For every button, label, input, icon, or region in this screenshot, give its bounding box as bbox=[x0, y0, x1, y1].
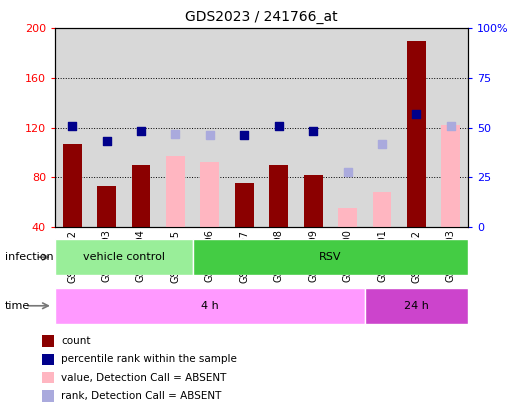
Bar bbox=[55, 239, 192, 275]
Point bbox=[344, 169, 352, 175]
Text: percentile rank within the sample: percentile rank within the sample bbox=[61, 354, 237, 364]
Point bbox=[309, 128, 317, 134]
Text: count: count bbox=[61, 336, 90, 346]
Bar bbox=[63, 144, 82, 227]
Bar bbox=[304, 175, 323, 227]
Bar bbox=[42, 390, 54, 402]
Bar bbox=[372, 192, 392, 227]
Point bbox=[206, 132, 214, 138]
Bar bbox=[192, 239, 468, 275]
Bar bbox=[55, 288, 365, 324]
Point bbox=[103, 138, 111, 145]
Point bbox=[378, 141, 386, 147]
Bar bbox=[407, 41, 426, 227]
Point bbox=[137, 128, 145, 134]
Point bbox=[447, 123, 455, 130]
Text: 24 h: 24 h bbox=[404, 301, 429, 311]
Bar bbox=[42, 372, 54, 384]
Point bbox=[240, 132, 248, 138]
Point bbox=[275, 123, 283, 130]
Text: infection: infection bbox=[5, 252, 54, 262]
Bar bbox=[365, 288, 468, 324]
Bar bbox=[131, 165, 151, 227]
Bar bbox=[200, 162, 219, 227]
Point bbox=[412, 111, 420, 117]
Bar bbox=[235, 183, 254, 227]
Text: RSV: RSV bbox=[319, 252, 342, 262]
Text: time: time bbox=[5, 301, 30, 311]
Bar bbox=[166, 156, 185, 227]
Bar bbox=[338, 208, 357, 227]
Bar bbox=[441, 125, 460, 227]
Point bbox=[68, 123, 76, 130]
Text: GDS2023 / 241766_at: GDS2023 / 241766_at bbox=[185, 10, 338, 24]
Text: rank, Detection Call = ABSENT: rank, Detection Call = ABSENT bbox=[61, 391, 221, 401]
Text: 4 h: 4 h bbox=[201, 301, 219, 311]
Bar bbox=[42, 354, 54, 365]
Bar bbox=[42, 335, 54, 347]
Point bbox=[171, 130, 179, 137]
Text: value, Detection Call = ABSENT: value, Detection Call = ABSENT bbox=[61, 373, 226, 383]
Bar bbox=[97, 186, 116, 227]
Bar bbox=[269, 165, 288, 227]
Text: vehicle control: vehicle control bbox=[83, 252, 165, 262]
